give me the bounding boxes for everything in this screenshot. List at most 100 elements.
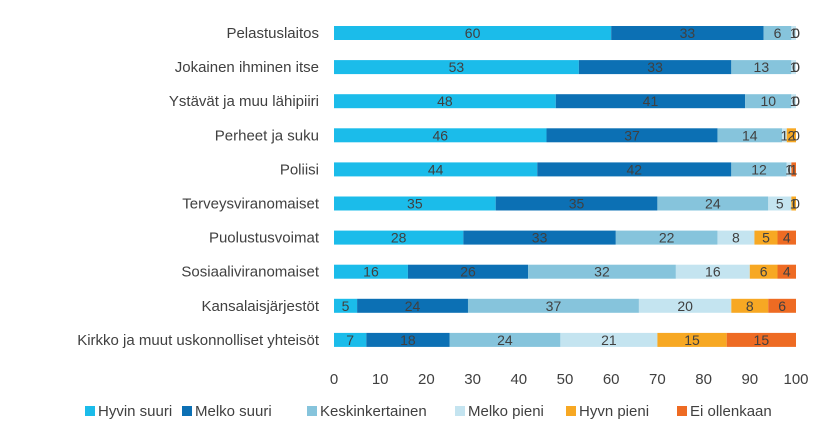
bar-segment (615, 230, 718, 245)
x-tick-label: 60 (603, 371, 620, 388)
bar-segment (675, 264, 750, 279)
bar-segment (786, 162, 792, 177)
data-label: 2 (787, 127, 795, 143)
bar-segment (791, 162, 796, 177)
data-label: 16 (705, 264, 721, 280)
bar-segment (717, 128, 783, 143)
data-label: 6 (778, 298, 786, 314)
data-label: 0 (792, 127, 800, 143)
bar-segment (495, 196, 658, 211)
bar-segment (763, 26, 792, 40)
data-label: 60 (465, 25, 481, 41)
x-tick-label: 80 (695, 371, 712, 388)
bar-segment (463, 230, 616, 245)
legend-label: Ei ollenkaan (690, 403, 772, 420)
bar-segment (768, 196, 792, 211)
data-label: 1 (790, 25, 798, 41)
data-label: 8 (746, 298, 754, 314)
bar-segment (334, 298, 358, 313)
data-label: 0 (792, 93, 800, 109)
bar-segment (546, 128, 718, 143)
x-tick-label: 70 (649, 371, 666, 388)
x-tick-label: 20 (418, 371, 435, 388)
data-label: 7 (346, 332, 354, 348)
legend-swatch (677, 406, 687, 416)
data-label: 21 (601, 332, 617, 348)
category-label: Kansalaisjärjestöt (201, 298, 319, 315)
data-label: 42 (627, 161, 643, 177)
bar-segment (578, 60, 732, 75)
data-label: 15 (754, 332, 770, 348)
bar-segment (334, 60, 579, 75)
category-label: Kirkko ja muut uskonnolliset yhteisöt (77, 332, 320, 349)
legend-label: Keskinkertainen (320, 403, 427, 420)
x-tick-label: 100 (783, 371, 808, 388)
data-label: 24 (705, 196, 721, 212)
data-label: 1 (790, 196, 798, 212)
x-axis: 0 10 20 30 40 50 60 70 80 90 100 (330, 371, 809, 388)
legend-swatch (307, 406, 317, 416)
bar-segment (791, 196, 796, 211)
data-label: 0 (792, 196, 800, 212)
data-label: 46 (432, 127, 448, 143)
legend-label: Melko suuri (195, 403, 272, 420)
x-tick-label: 0 (330, 371, 338, 388)
data-label: 41 (643, 93, 659, 109)
x-tick-label: 90 (741, 371, 758, 388)
data-label: 32 (594, 264, 610, 280)
category-label: Terveysviranomaiset (182, 196, 320, 213)
bar-segment (749, 264, 778, 279)
data-label: 33 (532, 230, 548, 246)
legend-swatch (455, 406, 465, 416)
bar-segment (555, 94, 746, 109)
bar-segment (786, 128, 796, 143)
bar-segment (657, 196, 769, 211)
data-label: 44 (428, 161, 444, 177)
category-label: Pelastuslaitos (226, 25, 319, 42)
data-label: 0 (792, 59, 800, 75)
data-label: 33 (647, 59, 663, 75)
legend: Hyvin suuri Melko suuri Keskinkertainen Mel… (85, 403, 772, 420)
category-label: Ystävät ja muu lähipiiri (169, 93, 319, 110)
data-label: 6 (760, 264, 768, 280)
data-label: 28 (391, 230, 407, 246)
data-label: 5 (776, 196, 784, 212)
bar-segment (777, 230, 796, 245)
data-label: 26 (460, 264, 476, 280)
legend-label: Melko pieni (468, 403, 544, 420)
data-label: 1 (790, 93, 798, 109)
legend-swatch (182, 406, 192, 416)
data-label: 0 (792, 25, 800, 41)
data-label: 18 (400, 332, 416, 348)
data-label: 12 (751, 161, 767, 177)
data-label: 35 (407, 196, 423, 212)
data-label: 15 (684, 332, 700, 348)
data-label: 24 (405, 298, 421, 314)
x-tick-label: 40 (510, 371, 527, 388)
data-label: 53 (449, 59, 465, 75)
data-label: 22 (659, 230, 675, 246)
data-label: 14 (742, 127, 758, 143)
data-label: 4 (783, 264, 791, 280)
bar-segment (791, 26, 796, 40)
bar-segment (449, 332, 561, 347)
data-label: 5 (342, 298, 350, 314)
data-label: 5 (762, 230, 770, 246)
data-label: 0 (792, 93, 800, 109)
bar-segment (560, 332, 658, 347)
bar-segment (638, 298, 732, 313)
bar-segment (611, 26, 764, 40)
data-label: 1 (790, 161, 798, 177)
category-label: Puolustusvoimat (209, 230, 320, 247)
legend-swatch (85, 406, 95, 416)
data-label: 24 (497, 332, 513, 348)
data-label: 6 (774, 25, 782, 41)
x-tick-label: 10 (372, 371, 389, 388)
bar-segment (334, 26, 612, 40)
data-label: 37 (624, 127, 640, 143)
bar-segment (366, 332, 450, 347)
bar-segment (731, 60, 792, 75)
bar-segment (407, 264, 529, 279)
bar-segment (657, 332, 727, 347)
